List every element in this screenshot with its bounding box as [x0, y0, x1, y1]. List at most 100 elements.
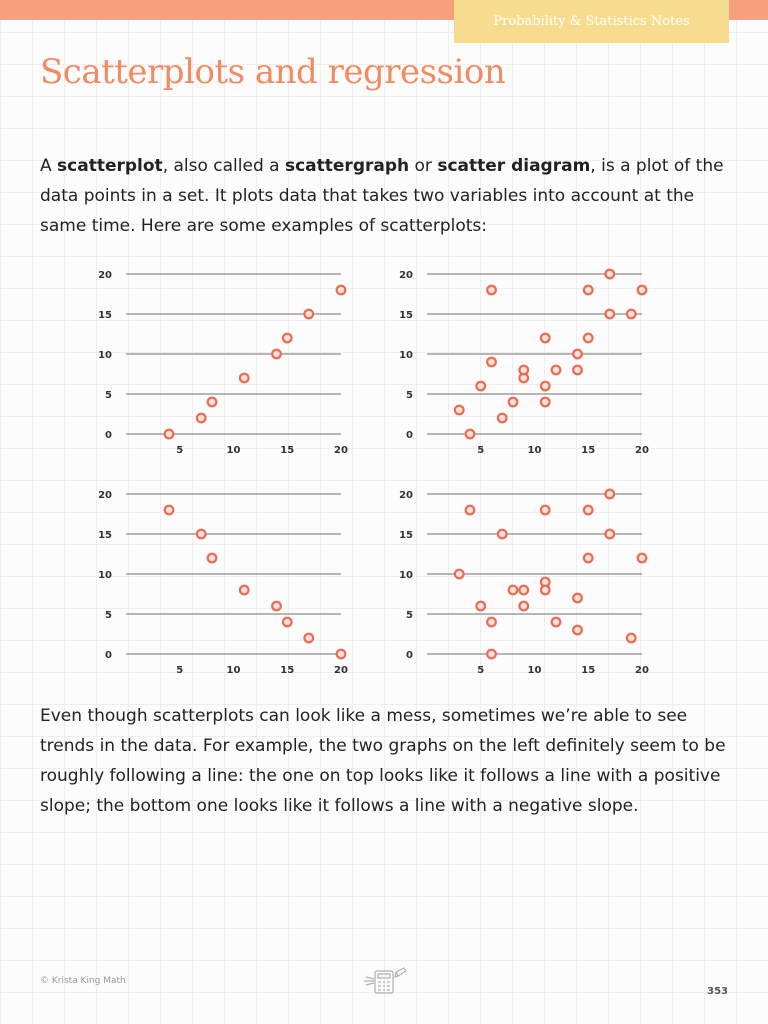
x-tick-label: 15 [280, 445, 294, 456]
data-point [572, 624, 583, 636]
data-point [604, 308, 616, 320]
x-tick-label: 5 [176, 445, 183, 456]
x-tick-label: 20 [635, 445, 649, 456]
data-point [539, 584, 551, 596]
y-tick-label: 10 [98, 570, 112, 581]
data-point [303, 308, 315, 320]
scatterplot-top-right: 0 5 10 15 20 5 10 15 20 [399, 268, 649, 456]
data-point [486, 356, 497, 368]
y-tick-label: 5 [406, 390, 413, 401]
data-point [539, 396, 551, 408]
data-point [163, 504, 175, 516]
y-tick-label: 20 [399, 270, 413, 281]
y-tick-label: 5 [105, 390, 112, 401]
data-point [486, 284, 497, 296]
bold-term: scattergraph [284, 156, 410, 176]
bold-term: scatter diagram [437, 156, 591, 176]
data-point [475, 380, 487, 392]
data-point [464, 428, 476, 440]
data-point [604, 268, 616, 280]
intro-text-run: A [40, 156, 58, 176]
y-tick-label: 15 [98, 530, 112, 541]
data-point [539, 380, 551, 392]
y-tick-label: 10 [399, 350, 413, 361]
x-tick-label: 5 [176, 665, 183, 676]
notes-header-tab: Probability & Statistics Notes [454, 0, 729, 43]
y-tick-label: 15 [98, 310, 112, 321]
data-point [486, 648, 497, 660]
data-point [518, 372, 530, 384]
y-tick-label: 15 [399, 530, 413, 541]
x-tick-label: 15 [280, 665, 294, 676]
data-point [604, 528, 616, 540]
data-point [539, 332, 551, 344]
data-point [582, 284, 594, 296]
data-point [518, 364, 530, 376]
data-point [625, 308, 637, 320]
calculator-pencil-logo-icon [364, 967, 407, 994]
data-point [572, 348, 583, 360]
y-tick-label: 10 [399, 570, 413, 581]
data-point [582, 332, 594, 344]
data-point [206, 396, 218, 408]
data-point [281, 332, 293, 344]
x-tick-label: 5 [477, 445, 484, 456]
x-tick-label: 10 [528, 665, 542, 676]
x-tick-label: 5 [477, 665, 484, 676]
y-tick-label: 20 [399, 490, 413, 501]
data-point [582, 552, 594, 564]
y-tick-label: 0 [406, 650, 413, 661]
data-point [163, 428, 175, 440]
x-tick-label: 10 [528, 445, 542, 456]
scatterplot-top-left: 0 5 10 15 20 5 10 15 20 [98, 270, 348, 456]
data-point [453, 404, 465, 416]
data-point [271, 348, 282, 360]
scatterplot-bottom-right: 0 5 10 15 20 5 10 15 20 [399, 488, 649, 676]
x-tick-label: 15 [581, 665, 595, 676]
y-tick-label: 20 [98, 490, 112, 501]
data-point [539, 576, 551, 588]
data-point [518, 584, 530, 596]
intro-text-run: , also called a [162, 156, 285, 176]
y-tick-label: 0 [406, 430, 413, 441]
data-point [625, 632, 637, 644]
intro-text-run: or [409, 156, 438, 176]
x-tick-label: 20 [334, 445, 348, 456]
data-point [271, 600, 282, 612]
data-point [464, 504, 476, 516]
data-point [195, 528, 207, 540]
copyright-text: © Krista King Math [40, 976, 126, 986]
data-point [475, 600, 487, 612]
data-point [550, 364, 562, 376]
y-tick-label: 15 [399, 310, 413, 321]
data-point [496, 412, 508, 424]
data-point [453, 568, 465, 580]
y-tick-label: 5 [105, 610, 112, 621]
y-tick-label: 5 [406, 610, 413, 621]
data-point [238, 372, 250, 384]
bold-term: scatterplot [57, 156, 163, 176]
y-tick-label: 10 [98, 350, 112, 361]
data-point [195, 412, 207, 424]
x-tick-label: 20 [635, 665, 649, 676]
data-point [636, 552, 648, 564]
data-point [550, 616, 562, 628]
data-point [335, 284, 347, 296]
x-tick-label: 10 [227, 665, 241, 676]
x-tick-label: 10 [227, 445, 241, 456]
data-point [507, 584, 519, 596]
page-number: 353 [707, 986, 728, 997]
data-point [518, 600, 530, 612]
y-tick-label: 0 [105, 430, 112, 441]
scatterplot-bottom-left: 0 5 10 15 20 5 10 15 20 [98, 490, 348, 676]
data-point [572, 364, 583, 376]
data-point [496, 528, 508, 540]
data-point [206, 552, 218, 564]
data-point [335, 648, 347, 660]
y-tick-label: 0 [105, 650, 112, 661]
y-tick-label: 20 [98, 270, 112, 281]
data-point [238, 584, 250, 596]
data-point [281, 616, 293, 628]
data-point [507, 396, 519, 408]
notes-label: Probability & Statistics Notes [493, 14, 690, 29]
